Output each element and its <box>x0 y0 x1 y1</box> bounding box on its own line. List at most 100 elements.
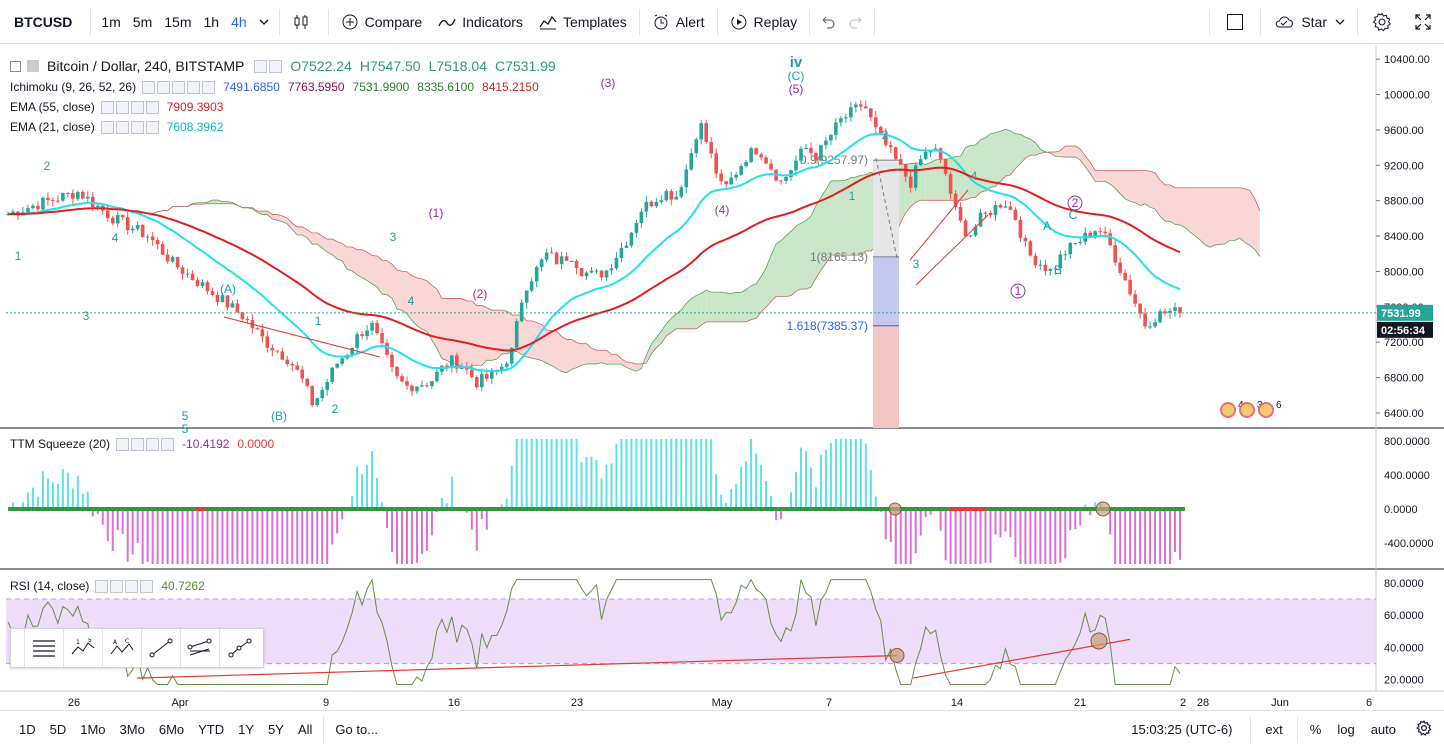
cloud-segment <box>421 278 427 332</box>
channel-line <box>915 214 989 286</box>
goto-button[interactable]: Go to... <box>335 722 379 737</box>
cloud-segment <box>347 247 353 271</box>
interval-15m[interactable]: 15m <box>164 13 192 30</box>
legend-buttons[interactable] <box>116 437 176 451</box>
range-all[interactable]: All <box>297 722 313 737</box>
ttm-tick-label: 800.0000 <box>1384 436 1430 448</box>
candle-body <box>66 193 70 195</box>
fullscreen-button[interactable] <box>1402 0 1444 44</box>
candle-body <box>963 220 968 237</box>
templates-button[interactable]: Templates <box>531 0 635 44</box>
candle-body <box>953 193 958 208</box>
time-tick-label: 7 <box>826 697 832 709</box>
settings-button[interactable] <box>1362 0 1402 44</box>
candle-body <box>869 108 873 118</box>
range-ytd[interactable]: YTD <box>198 722 225 737</box>
drag-handle[interactable] <box>11 629 25 667</box>
interval-5m[interactable]: 5m <box>132 13 153 30</box>
candle-body <box>1108 233 1112 246</box>
cloud-segment <box>980 137 986 193</box>
chart-canvas[interactable]: 0.9(9257.97)1(8165.13)1.618(7385.37) 213… <box>0 45 1444 710</box>
range-1y[interactable]: 1Y <box>238 722 255 737</box>
ext-toggle[interactable]: ext <box>1265 722 1283 737</box>
cloud-segment <box>845 177 851 256</box>
collapse-toggle[interactable] <box>10 60 21 72</box>
cloud-segment <box>696 293 702 329</box>
fib-zone <box>873 160 899 257</box>
candle-body <box>215 294 220 303</box>
candle-body <box>644 201 649 212</box>
cloud-segment <box>721 292 727 322</box>
candle-body <box>315 398 320 406</box>
legend-buttons[interactable] <box>100 100 161 114</box>
divider <box>1296 716 1298 743</box>
cloud-segment <box>805 215 811 290</box>
percent-toggle[interactable]: % <box>1309 722 1322 737</box>
candle-body <box>220 295 225 303</box>
star-button[interactable]: Star <box>1265 0 1353 44</box>
star-label: Star <box>1301 13 1327 30</box>
wave-label: (4) <box>715 203 730 217</box>
channel-icon <box>187 638 212 656</box>
range-3mo[interactable]: 3Mo <box>119 722 145 737</box>
candle-body <box>360 334 364 337</box>
cloud-segment <box>297 226 303 236</box>
cloud-segment <box>551 331 557 369</box>
interval-4h[interactable]: 4h <box>231 13 247 30</box>
trendline-button[interactable] <box>142 629 181 667</box>
wave-label: C <box>1069 208 1078 222</box>
chart-settings-button[interactable] <box>1404 720 1444 739</box>
interval-1h[interactable]: 1h <box>203 13 220 30</box>
clock-display[interactable]: 15:03:25 (UTC-6) <box>1131 722 1233 737</box>
candle-body <box>948 174 953 194</box>
range-1d[interactable]: 1D <box>19 722 36 737</box>
candle-body <box>205 282 210 292</box>
time-tick-label: Apr <box>171 697 188 709</box>
candle-body <box>1158 311 1162 323</box>
candle-body <box>350 347 354 355</box>
chart-style-button[interactable] <box>284 0 324 44</box>
replay-icon <box>730 14 746 29</box>
candle-body <box>804 148 808 150</box>
replay-button[interactable]: Replay <box>722 0 806 44</box>
cloud-segment <box>781 235 787 297</box>
symbol-search[interactable]: BTCUSD <box>14 13 73 30</box>
cloud-segment <box>1090 162 1096 182</box>
cloud-segment <box>392 264 398 309</box>
candle-body <box>769 163 773 170</box>
redo-button[interactable] <box>842 0 870 44</box>
fib-lines-icon <box>33 640 55 657</box>
cloud-segment <box>756 276 762 319</box>
undo-button[interactable] <box>814 0 842 44</box>
range-6mo[interactable]: 6Mo <box>158 722 185 737</box>
compare-button[interactable]: Compare <box>333 0 431 44</box>
interval-1m[interactable]: 1m <box>101 13 121 30</box>
rsi-value: 40.7262 <box>161 579 205 593</box>
range-5y[interactable]: 5Y <box>268 722 284 737</box>
fib-tool-button[interactable] <box>25 629 64 667</box>
candle-body <box>260 329 265 337</box>
countdown-tag <box>1377 321 1433 338</box>
parallel-channel-button[interactable] <box>181 629 220 667</box>
path-tool-button[interactable] <box>220 629 259 667</box>
auto-toggle[interactable]: auto <box>1370 722 1396 737</box>
legend-buttons[interactable] <box>100 120 161 134</box>
indicators-button[interactable]: Indicators <box>430 0 531 44</box>
indicators-icon <box>438 18 456 26</box>
interval-dropdown[interactable] <box>253 0 275 44</box>
log-toggle[interactable]: log <box>1337 722 1355 737</box>
candle-body <box>589 270 594 273</box>
alert-button[interactable]: Alert <box>644 0 713 44</box>
range-5d[interactable]: 5D <box>49 722 67 737</box>
legend-buttons[interactable] <box>95 579 155 593</box>
range-1mo[interactable]: 1Mo <box>80 722 106 737</box>
candle-body <box>1098 231 1103 233</box>
cloud-segment <box>272 214 278 221</box>
layout-button[interactable] <box>1214 0 1256 44</box>
legend-buttons[interactable] <box>142 80 217 94</box>
legend-buttons[interactable] <box>254 59 284 73</box>
candle-body <box>539 259 544 267</box>
